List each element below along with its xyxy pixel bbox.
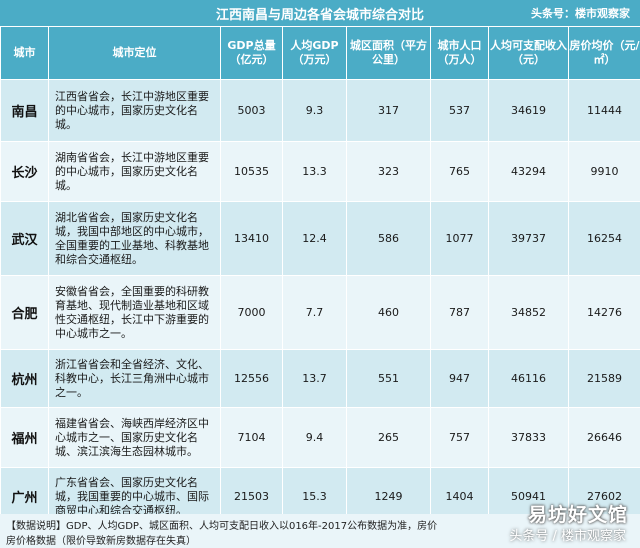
- area-cell: 460: [346, 275, 431, 350]
- price-cell: 16254: [568, 201, 640, 276]
- header-area: 城区面积（平方公里）: [346, 26, 431, 80]
- header-price: 房价均价（元/㎡）: [568, 26, 640, 80]
- population-cell: 765: [430, 141, 489, 202]
- table-row: 福州 福建省省会、海峡西岸经济区中心城市之一、国家历史文化名城、滨江滨海生态园林…: [0, 407, 640, 468]
- price-cell: 26646: [568, 407, 640, 468]
- population-cell: 757: [430, 407, 489, 468]
- gdp-per-capita-cell: 9.4: [282, 407, 347, 468]
- city-cell: 杭州: [0, 349, 49, 408]
- watermark-brand: 易坊好文馆: [527, 504, 628, 526]
- table-row: 长沙 湖南省省会，长江中游地区重要的中心城市，国家历史文化名城。 10535 1…: [0, 141, 640, 202]
- table-row: 武汉 湖北省省会，国家历史文化名城，我国中部地区的中心城市，全国重要的工业基地、…: [0, 201, 640, 276]
- city-cell: 福州: [0, 407, 49, 468]
- gdp-cell: 7104: [220, 407, 283, 468]
- position-cell: 湖北省省会，国家历史文化名城，我国中部地区的中心城市，全国重要的工业基地、科教基…: [48, 201, 221, 276]
- city-cell: 武汉: [0, 201, 49, 276]
- population-cell: 1077: [430, 201, 489, 276]
- income-cell: 34619: [488, 79, 569, 142]
- price-cell: 9910: [568, 141, 640, 202]
- header-gdp: GDP总量（亿元）: [220, 26, 283, 80]
- area-cell: 265: [346, 407, 431, 468]
- position-cell: 安徽省省会，全国重要的科研教育基地、现代制造业基地和区域性交通枢纽，长江中下游重…: [48, 275, 221, 350]
- gdp-cell: 13410: [220, 201, 283, 276]
- city-cell: 合肥: [0, 275, 49, 350]
- population-cell: 947: [430, 349, 489, 408]
- header-position: 城市定位: [48, 26, 221, 80]
- city-cell: 长沙: [0, 141, 49, 202]
- comparison-table: 城市 城市定位 GDP总量（亿元） 人均GDP（万元） 城区面积（平方公里） 城…: [0, 26, 640, 526]
- table-title: 江西南昌与周边各省会城市综合对比: [215, 8, 424, 23]
- data-note-line-2: 房价格数据（限价导致新房数据存在失真）: [6, 536, 196, 547]
- position-cell: 浙江省省会和全省经济、文化、科教中心，长江三角洲中心城市之一。: [48, 349, 221, 408]
- gdp-cell: 7000: [220, 275, 283, 350]
- data-note-line-1: 【数据说明】GDP、人均GDP、城区面积、人均可支配日收入以016年-2017公…: [6, 521, 438, 532]
- gdp-cell: 10535: [220, 141, 283, 202]
- area-cell: 317: [346, 79, 431, 142]
- income-cell: 43294: [488, 141, 569, 202]
- gdp-per-capita-cell: 13.7: [282, 349, 347, 408]
- gdp-per-capita-cell: 9.3: [282, 79, 347, 142]
- header-city: 城市: [0, 26, 49, 80]
- position-cell: 湖南省省会，长江中游地区重要的中心城市，国家历史文化名城。: [48, 141, 221, 202]
- header-row: 城市 城市定位 GDP总量（亿元） 人均GDP（万元） 城区面积（平方公里） 城…: [0, 26, 640, 80]
- population-cell: 787: [430, 275, 489, 350]
- area-cell: 551: [346, 349, 431, 408]
- source-label: 头条号：楼市观察家: [531, 7, 630, 20]
- income-cell: 37833: [488, 407, 569, 468]
- gdp-cell: 5003: [220, 79, 283, 142]
- income-cell: 39737: [488, 201, 569, 276]
- gdp-per-capita-cell: 13.3: [282, 141, 347, 202]
- table-row: 合肥 安徽省省会，全国重要的科研教育基地、现代制造业基地和区域性交通枢纽，长江中…: [0, 275, 640, 350]
- header-population: 城市人口（万人）: [430, 26, 489, 80]
- header-income: 人均可支配收入（元）: [488, 26, 569, 80]
- gdp-per-capita-cell: 7.7: [282, 275, 347, 350]
- header-gdp-per-capita: 人均GDP（万元）: [282, 26, 347, 80]
- gdp-per-capita-cell: 12.4: [282, 201, 347, 276]
- income-cell: 34852: [488, 275, 569, 350]
- city-cell: 南昌: [0, 79, 49, 142]
- title-bar: 江西南昌与周边各省会城市综合对比 头条号：楼市观察家: [0, 0, 640, 26]
- position-cell: 江西省省会，长江中游地区重要的中心城市，国家历史文化名城。: [48, 79, 221, 142]
- price-cell: 14276: [568, 275, 640, 350]
- gdp-cell: 12556: [220, 349, 283, 408]
- population-cell: 537: [430, 79, 489, 142]
- watermark: 易坊好文馆 头条号 / 楼市观察家: [494, 500, 632, 544]
- table-row: 杭州 浙江省省会和全省经济、文化、科教中心，长江三角洲中心城市之一。 12556…: [0, 349, 640, 408]
- data-note: 【数据说明】GDP、人均GDP、城区面积、人均可支配日收入以016年-2017公…: [0, 514, 640, 548]
- price-cell: 21589: [568, 349, 640, 408]
- income-cell: 46116: [488, 349, 569, 408]
- price-cell: 11444: [568, 79, 640, 142]
- watermark-source: 头条号 / 楼市观察家: [509, 529, 626, 544]
- table-row: 南昌 江西省省会，长江中游地区重要的中心城市，国家历史文化名城。 5003 9.…: [0, 79, 640, 142]
- area-cell: 323: [346, 141, 431, 202]
- position-cell: 福建省省会、海峡西岸经济区中心城市之一、国家历史文化名城、滨江滨海生态园林城市。: [48, 407, 221, 468]
- area-cell: 586: [346, 201, 431, 276]
